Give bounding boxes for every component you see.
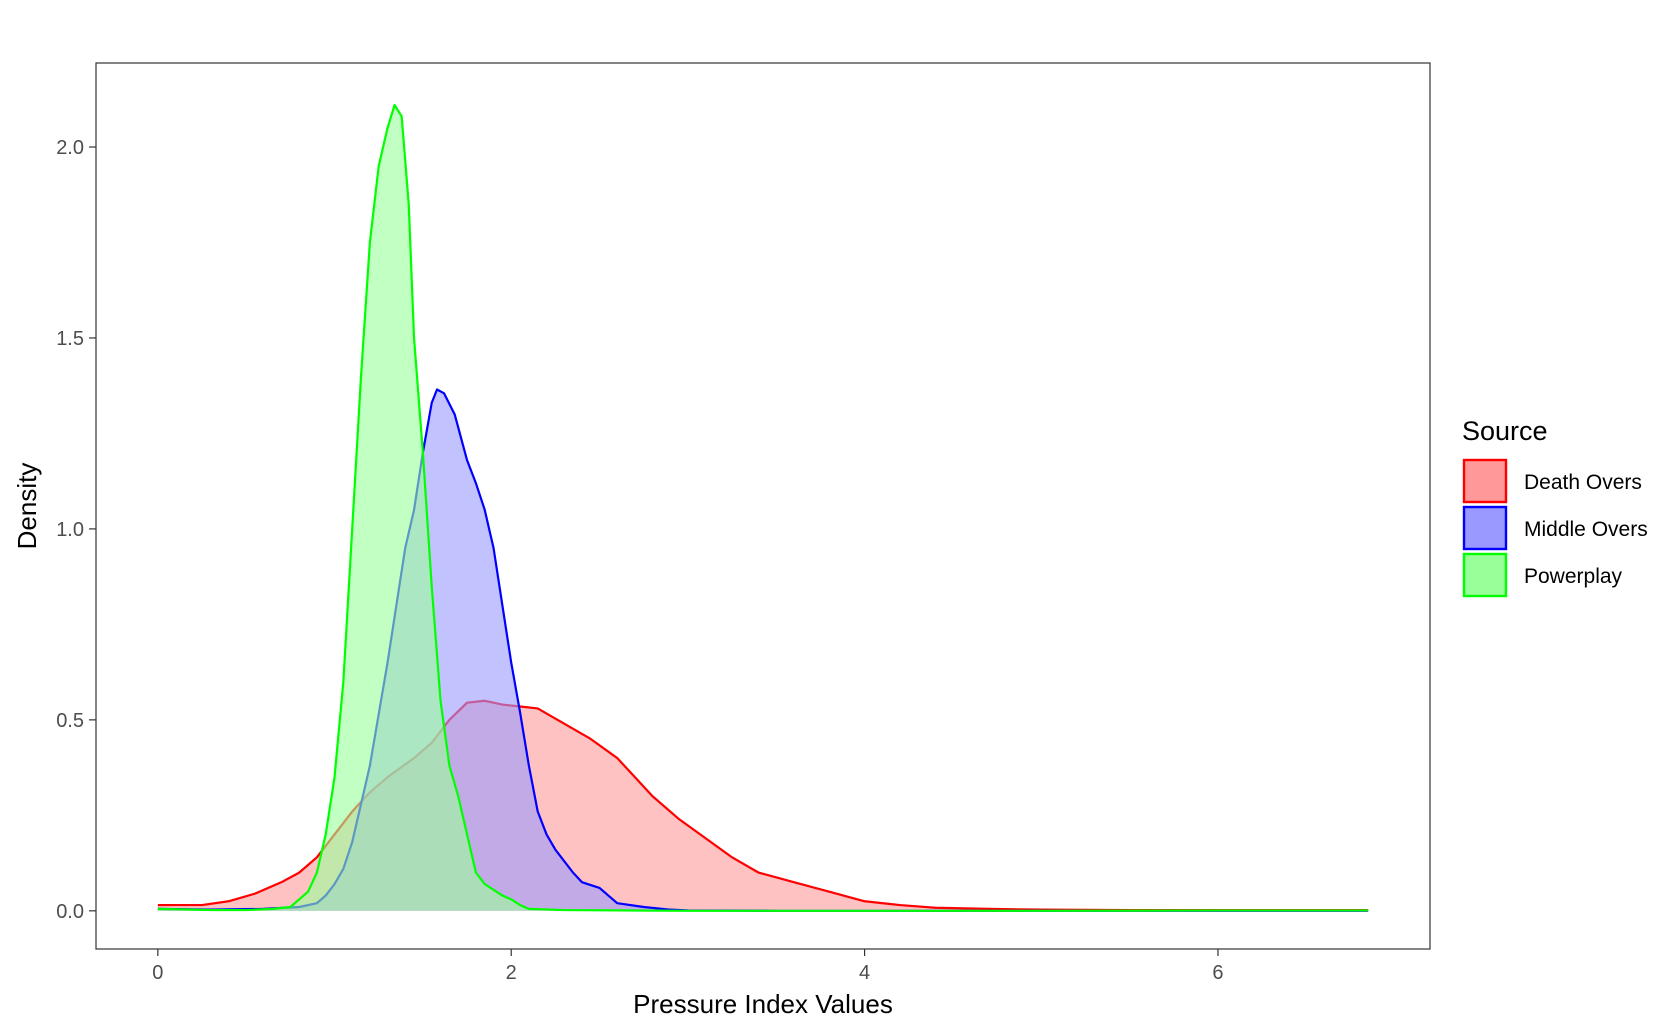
x-axis: 0 2 4 6 xyxy=(152,949,1224,984)
density-area-middle-overs xyxy=(157,389,1369,911)
legend: Source Death Overs Middle Overs Powerplay xyxy=(1462,416,1648,598)
y-tick-label: 2.0 xyxy=(56,137,84,159)
legend-key-powerplay xyxy=(1462,552,1508,598)
legend-key-middle-overs xyxy=(1462,505,1508,551)
y-axis: 0.0 0.5 1.0 1.5 2.0 xyxy=(56,137,96,923)
legend-label-powerplay: Powerplay xyxy=(1524,565,1623,588)
density-line-powerplay xyxy=(157,103,1369,912)
x-tick-label: 6 xyxy=(1212,962,1223,984)
density-area-powerplay xyxy=(157,105,1369,911)
x-tick-label: 4 xyxy=(859,962,870,984)
plot-series xyxy=(157,103,1369,912)
legend-key-death-overs xyxy=(1462,458,1508,504)
density-line-death-overs xyxy=(157,699,1369,912)
y-tick-label: 1.5 xyxy=(56,328,84,350)
x-axis-title: Pressure Index Values xyxy=(633,989,893,1019)
y-tick-label: 0.0 xyxy=(56,901,84,923)
y-tick-label: 1.0 xyxy=(56,519,84,541)
panel-border xyxy=(95,62,1431,950)
legend-label-death-overs: Death Overs xyxy=(1524,471,1642,494)
legend-items: Death Overs Middle Overs Powerplay xyxy=(1462,458,1648,598)
x-tick-label: 2 xyxy=(506,962,517,984)
y-tick-label: 0.5 xyxy=(56,710,84,732)
y-axis-title: Density xyxy=(12,463,42,550)
x-tick-label: 0 xyxy=(152,962,163,984)
legend-title: Source xyxy=(1462,416,1548,446)
legend-label-middle-overs: Middle Overs xyxy=(1524,518,1648,541)
